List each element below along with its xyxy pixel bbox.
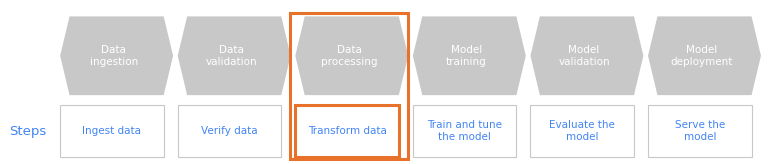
Text: Ingest data: Ingest data xyxy=(82,126,141,136)
Bar xyxy=(648,105,752,157)
Text: Model
deployment: Model deployment xyxy=(671,45,733,67)
Polygon shape xyxy=(295,16,409,95)
Text: Transform data: Transform data xyxy=(308,126,386,136)
Bar xyxy=(295,105,399,157)
Text: Evaluate the
model: Evaluate the model xyxy=(549,120,615,142)
Text: Model
validation: Model validation xyxy=(558,45,610,67)
Text: Data
ingestion: Data ingestion xyxy=(89,45,138,67)
Text: Data
validation: Data validation xyxy=(206,45,258,67)
Text: Verify data: Verify data xyxy=(201,126,258,136)
Text: Serve the
model: Serve the model xyxy=(675,120,725,142)
Bar xyxy=(530,105,634,157)
Polygon shape xyxy=(60,16,173,95)
Polygon shape xyxy=(648,16,761,95)
Text: Steps: Steps xyxy=(9,125,46,138)
Bar xyxy=(289,13,409,159)
Polygon shape xyxy=(530,16,643,95)
Bar xyxy=(60,105,163,157)
Polygon shape xyxy=(177,16,291,95)
Polygon shape xyxy=(413,16,526,95)
Bar xyxy=(413,105,517,157)
Text: Model
training: Model training xyxy=(446,45,487,67)
Text: Data
processing: Data processing xyxy=(321,45,377,67)
Text: Train and tune
the model: Train and tune the model xyxy=(427,120,502,142)
Bar xyxy=(177,105,281,157)
